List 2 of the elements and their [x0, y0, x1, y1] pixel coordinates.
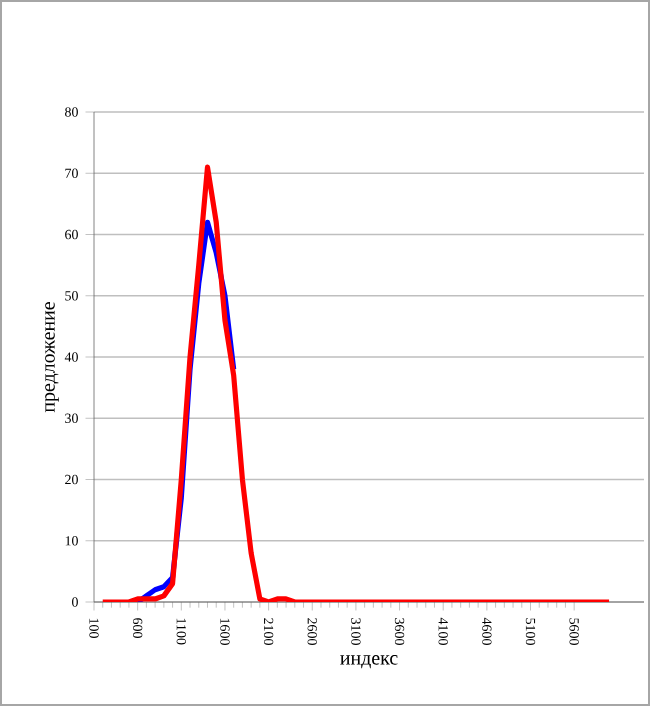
y-axis-title: предложение [45, 302, 59, 413]
x-axis-title: индекс [340, 655, 398, 669]
